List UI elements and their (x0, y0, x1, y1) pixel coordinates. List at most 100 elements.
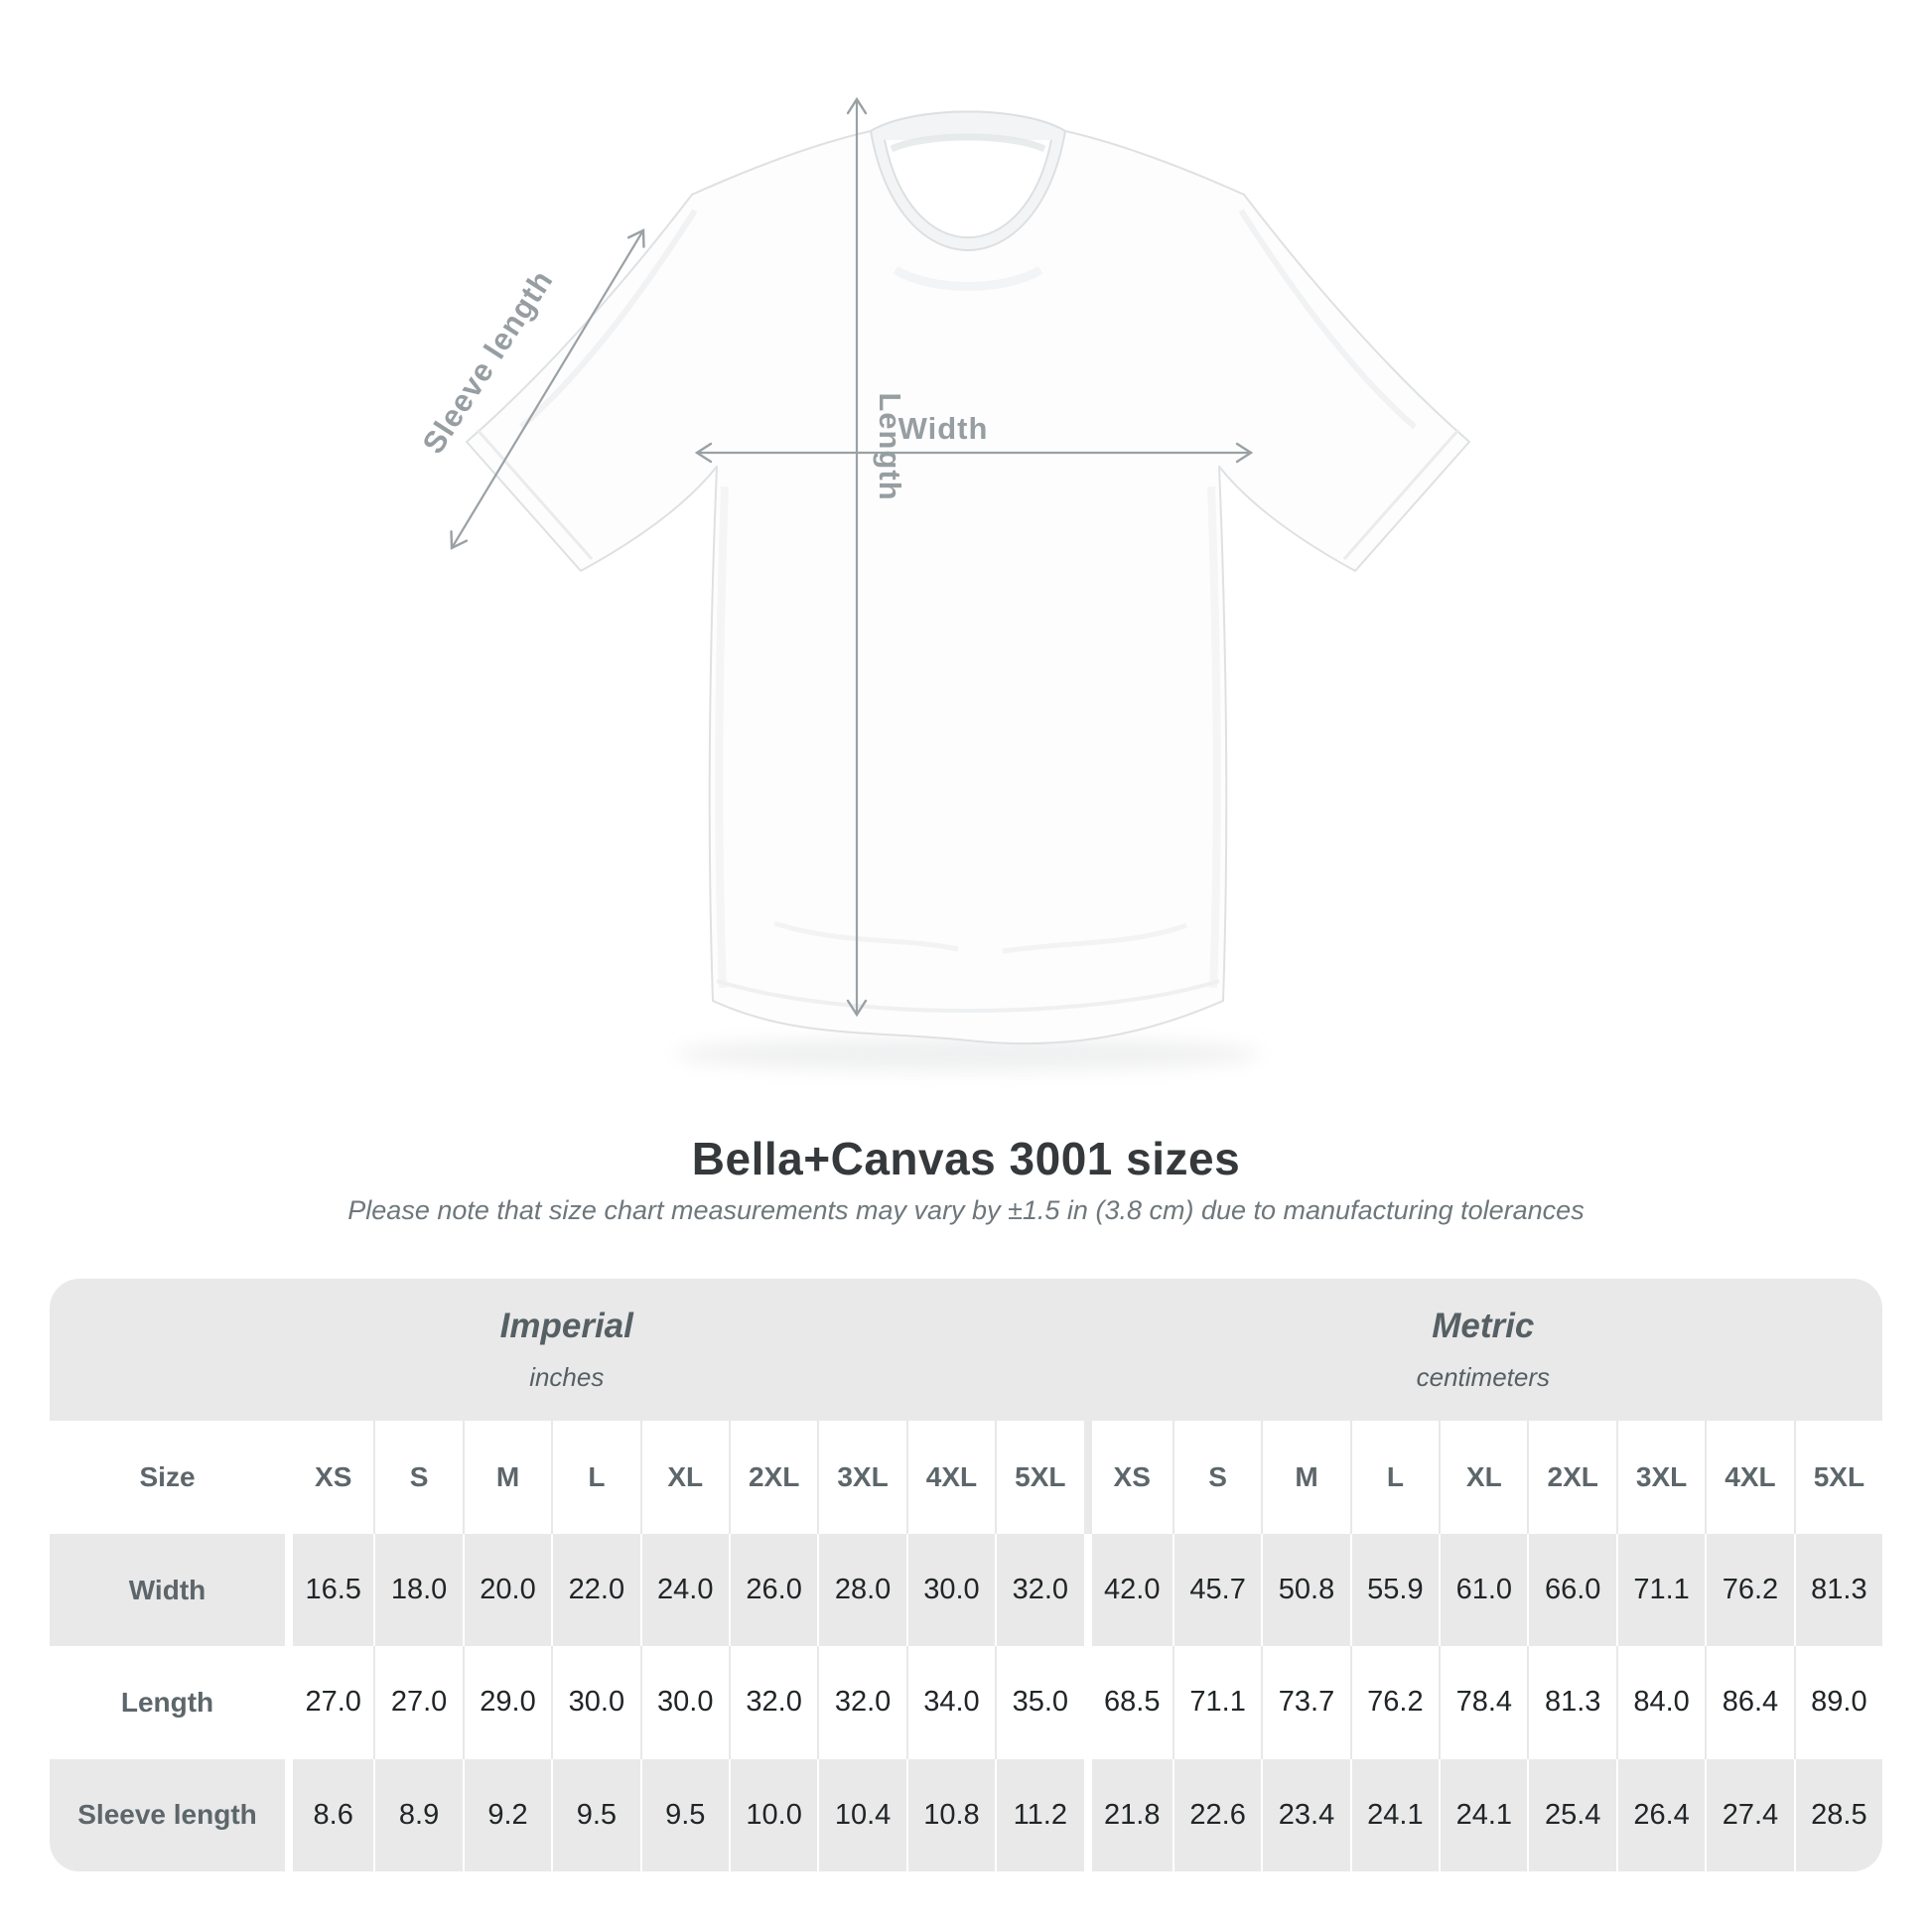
tshirt-crease (715, 485, 729, 989)
measurement-row-0: Width 16.5 18.0 20.0 22.0 24.0 26.0 28.0 30.0 32.… (50, 1534, 1883, 1647)
cell-2-metric-2: 23.4 (1261, 1758, 1350, 1871)
cell-1-metric-6: 84.0 (1615, 1646, 1705, 1759)
size-chart-table: Imperial inches Metric centimeters Size … (50, 1279, 1883, 1871)
cell-2-imperial-1: 8.9 (373, 1758, 463, 1871)
cell-0-imperial-3: 22.0 (551, 1534, 640, 1647)
cell-2-metric-4: 24.1 (1439, 1758, 1528, 1871)
cell-2-imperial-7: 10.8 (905, 1758, 996, 1871)
size-header-imperial-4: XL (639, 1421, 729, 1534)
collar-inner-shadow (890, 133, 1046, 153)
size-header-metric-2: M (1261, 1421, 1350, 1534)
sizes-header-row: Size XS S M L XL 2XL 3XL 4XL 5XL XS S M L XL 2XL 3XL 4XL… (50, 1421, 1883, 1534)
cell-0-metric-8: 81.3 (1793, 1534, 1883, 1647)
size-header-metric-0: XS (1083, 1421, 1173, 1534)
cell-1-metric-7: 86.4 (1705, 1646, 1793, 1759)
size-header-metric-7: 4XL (1705, 1421, 1794, 1534)
tshirt-body (466, 110, 1470, 1045)
tshirt-crease (1002, 922, 1187, 954)
tshirt-crease (1238, 208, 1417, 430)
length-label: Length (873, 392, 907, 500)
cell-2-metric-6: 26.4 (1615, 1758, 1706, 1871)
page-subtitle: Please note that size chart measurements… (347, 1195, 1585, 1225)
cell-2-imperial-0: 8.6 (285, 1758, 374, 1871)
cell-1-imperial-6: 32.0 (817, 1646, 905, 1759)
cell-1-imperial-7: 34.0 (905, 1646, 995, 1759)
cell-1-imperial-1: 27.0 (373, 1646, 462, 1759)
cell-2-imperial-2: 9.2 (462, 1758, 552, 1871)
cell-1-metric-1: 71.1 (1172, 1646, 1261, 1759)
cell-1-imperial-3: 30.0 (551, 1646, 639, 1759)
imperial-title: Imperial (499, 1307, 633, 1345)
size-header-imperial-8: 5XL (995, 1421, 1084, 1534)
tshirt-crease (1207, 485, 1221, 989)
cell-1-metric-2: 73.7 (1261, 1646, 1349, 1759)
tshirt-crease (773, 920, 959, 952)
size-header-imperial-7: 4XL (905, 1421, 996, 1534)
collar-band-inner-edge (884, 139, 1052, 239)
cell-1-imperial-2: 29.0 (462, 1646, 551, 1759)
cell-1-imperial-4: 30.0 (639, 1646, 729, 1759)
row-label-0: Width (50, 1534, 285, 1647)
row-label-2: Sleeve length (50, 1758, 285, 1871)
cell-1-imperial-0: 27.0 (285, 1646, 373, 1759)
cell-2-metric-3: 24.1 (1349, 1758, 1440, 1871)
cell-2-metric-0: 21.8 (1083, 1758, 1173, 1871)
size-header-imperial-6: 3XL (817, 1421, 906, 1534)
cell-1-metric-8: 89.0 (1793, 1646, 1882, 1759)
cell-2-metric-7: 27.4 (1705, 1758, 1794, 1871)
tshirt-shadow (675, 1037, 1261, 1071)
metric-title: Metric (1432, 1307, 1535, 1345)
cell-0-metric-4: 61.0 (1439, 1534, 1528, 1647)
metric-banner: Metric centimeters (1083, 1279, 1883, 1421)
measurement-row-2: Sleeve length 8.6 8.9 9.2 9.5 9.5 10.0 10.4 10.8… (50, 1758, 1883, 1871)
cell-2-imperial-5: 10.0 (728, 1758, 818, 1871)
cell-1-metric-5: 81.3 (1527, 1646, 1615, 1759)
cell-0-imperial-2: 20.0 (462, 1534, 552, 1647)
size-header-metric-4: XL (1439, 1421, 1528, 1534)
cell-0-metric-3: 55.9 (1349, 1534, 1440, 1647)
cell-0-imperial-5: 26.0 (728, 1534, 818, 1647)
size-header-imperial-3: L (551, 1421, 640, 1534)
width-label: Width (898, 411, 989, 446)
size-header-imperial-2: M (462, 1421, 552, 1534)
cell-1-imperial-5: 32.0 (728, 1646, 817, 1759)
size-header-metric-8: 5XL (1793, 1421, 1883, 1534)
cell-2-imperial-6: 10.4 (817, 1758, 906, 1871)
cell-0-metric-5: 66.0 (1527, 1534, 1616, 1647)
row-label-1: Length (120, 1686, 214, 1718)
cell-0-metric-0: 42.0 (1083, 1534, 1173, 1647)
size-header-metric-5: 2XL (1527, 1421, 1616, 1534)
cell-2-imperial-8: 11.2 (995, 1758, 1084, 1871)
cell-0-imperial-7: 30.0 (905, 1534, 996, 1647)
under-collar-shadow (893, 266, 1043, 291)
units-banner-row: Imperial inches Metric centimeters (50, 1279, 1883, 1421)
size-header-metric-6: 3XL (1615, 1421, 1706, 1534)
cell-2-imperial-3: 9.5 (551, 1758, 640, 1871)
cell-1-imperial-8: 35.0 (995, 1646, 1083, 1759)
cell-1-metric-4: 78.4 (1439, 1646, 1527, 1759)
size-column-header: Size (50, 1421, 285, 1534)
size-chart-table-wrap: Imperial inches Metric centimeters Size … (50, 1279, 1883, 1871)
cell-1-metric-3: 76.2 (1349, 1646, 1439, 1759)
cell-2-metric-5: 25.4 (1527, 1758, 1616, 1871)
cell-2-metric-8: 28.5 (1793, 1758, 1883, 1871)
imperial-unit-label: inches (529, 1362, 605, 1392)
cell-0-imperial-6: 28.0 (817, 1534, 906, 1647)
cell-0-imperial-8: 32.0 (995, 1534, 1084, 1647)
size-header-imperial-1: S (373, 1421, 463, 1534)
tshirt-measurement-diagram: Length Width Sleeve length (416, 96, 1470, 1071)
cell-0-metric-1: 45.7 (1172, 1534, 1262, 1647)
size-header-imperial-0: XS (285, 1421, 374, 1534)
sleeve-length-arrow (450, 228, 645, 550)
size-header-imperial-5: 2XL (728, 1421, 818, 1534)
cell-0-metric-2: 50.8 (1261, 1534, 1350, 1647)
tshirt-hem-fold (716, 979, 1220, 1013)
size-header-metric-3: L (1349, 1421, 1440, 1534)
cell-1-metric-0: 68.5 (1083, 1646, 1173, 1759)
imperial-banner: Imperial inches (50, 1279, 1084, 1421)
cell-2-imperial-4: 9.5 (639, 1758, 729, 1871)
page-title: Bella+Canvas 3001 sizes (691, 1133, 1241, 1184)
cell-0-imperial-1: 18.0 (373, 1534, 463, 1647)
measurement-row-1: Length 27.0 27.0 29.0 30.0 30.0 32.0 32.0 34.0 35… (50, 1646, 1882, 1759)
